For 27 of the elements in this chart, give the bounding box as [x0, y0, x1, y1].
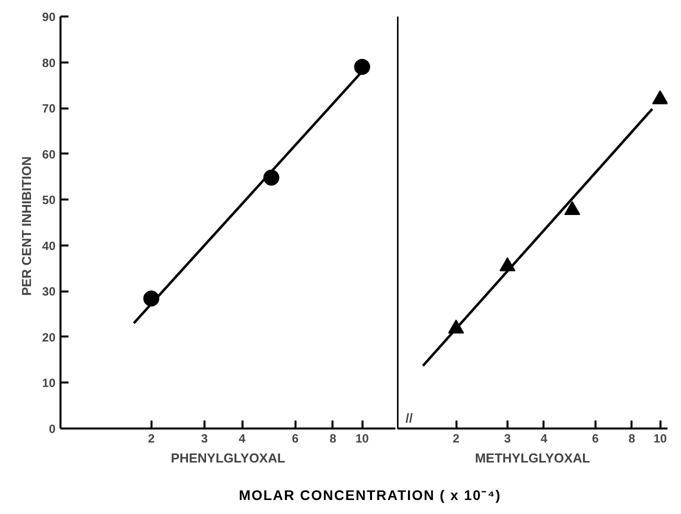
y-tick-label: 40 [42, 238, 56, 253]
y-tick-label: 30 [42, 284, 56, 299]
x-tick-label: 10 [355, 432, 370, 446]
x-tick-label: 6 [592, 432, 600, 446]
x-tick-label: 8 [628, 432, 636, 446]
x-tick-label: 10 [653, 432, 668, 446]
y-tick-label: 70 [42, 102, 56, 116]
y-tick-label: 20 [42, 330, 56, 344]
y-tick-label: 60 [42, 147, 56, 162]
x-tick-label: 4 [238, 432, 246, 446]
y-axis-title: PER CENT INHIBITION [19, 156, 34, 296]
x-tick-label: 8 [330, 432, 337, 446]
y-tick-label: 50 [42, 193, 56, 208]
x-tick-label: 2 [452, 432, 460, 446]
y-tick-label: 10 [42, 376, 56, 390]
text: MOLAR CONCENTRATION ( x 10⁻⁴) [238, 486, 502, 505]
x-tick-label: 3 [504, 432, 512, 446]
x-tick-label: 3 [201, 432, 208, 446]
x-axis-title: METHYLGLYOXAL [474, 450, 590, 466]
x-tick-label: 2 [148, 432, 155, 446]
y-tick-label: 0 [48, 422, 56, 436]
x-axis-title: PHENYLGLYOXAL [170, 450, 286, 466]
annotation: // [406, 410, 414, 426]
x-tick-label: 4 [540, 432, 548, 446]
x-tick-label: 6 [292, 432, 299, 446]
y-tick-label: 90 [42, 10, 56, 24]
y-tick-label: 80 [42, 56, 56, 70]
